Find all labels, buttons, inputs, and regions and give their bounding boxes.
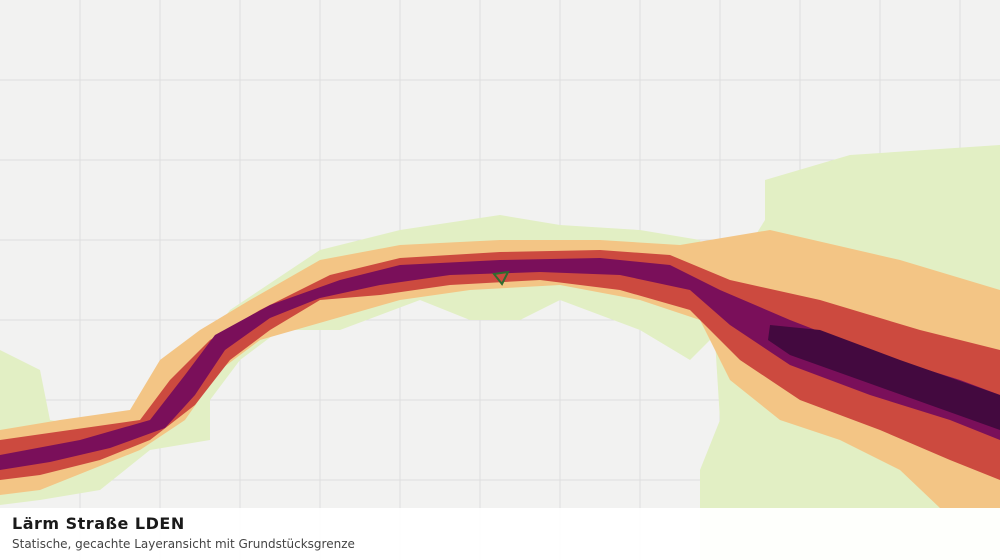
noise-zone-low [0,215,720,505]
caption: Lärm Straße LDEN Statische, gecachte Lay… [0,508,1000,560]
noise-zone-very-high [0,258,1000,470]
layer-subtitle: Statische, gecachte Layeransicht mit Gru… [12,537,355,551]
parcel-boundary [492,270,510,286]
layer-title: Lärm Straße LDEN [12,514,185,533]
noise-zone-max [768,325,1000,430]
